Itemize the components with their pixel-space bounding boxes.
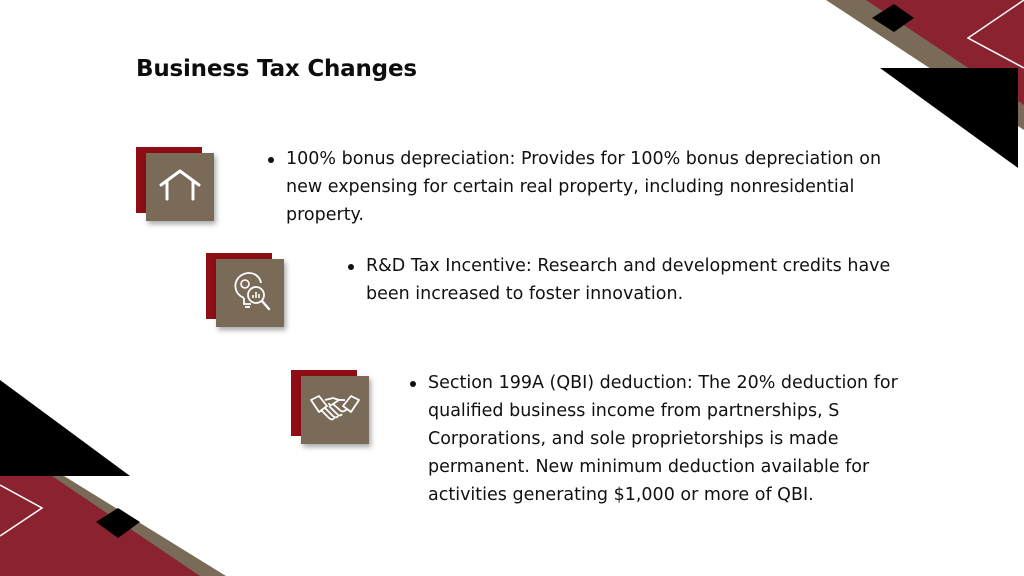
slide-title: Business Tax Changes [136, 56, 417, 82]
bullet-list-1: 100% bonus depreciation: Provides for 10… [268, 145, 918, 229]
icon-front-square [146, 153, 214, 221]
icon-front-square [216, 259, 284, 327]
handshake-icon [309, 390, 361, 430]
icon-front-square [301, 376, 369, 444]
lightbulb-chart-magnifier-icon [227, 268, 273, 318]
research-icon-block [206, 253, 286, 331]
bottom-left-maroon-triangle [0, 476, 200, 576]
bullet-item-section-199a: Section 199A (QBI) deduction: The 20% de… [410, 369, 930, 509]
bottom-left-black-diamond [96, 508, 140, 538]
bullet-list-3: Section 199A (QBI) deduction: The 20% de… [410, 369, 930, 509]
house-icon [157, 167, 203, 207]
top-right-white-line [966, 0, 1024, 69]
bullet-item-rd-incentive: R&D Tax Incentive: Research and developm… [348, 252, 918, 308]
bottom-left-black-triangle [0, 380, 130, 476]
bottom-left-white-line [0, 484, 44, 537]
top-right-black-diamond [872, 4, 914, 32]
house-icon-block [136, 147, 216, 225]
top-right-black-triangle [880, 68, 1018, 168]
handshake-icon-block [291, 370, 371, 448]
bullet-list-2: R&D Tax Incentive: Research and developm… [348, 252, 918, 308]
bullet-item-bonus-depreciation: 100% bonus depreciation: Provides for 10… [268, 145, 918, 229]
